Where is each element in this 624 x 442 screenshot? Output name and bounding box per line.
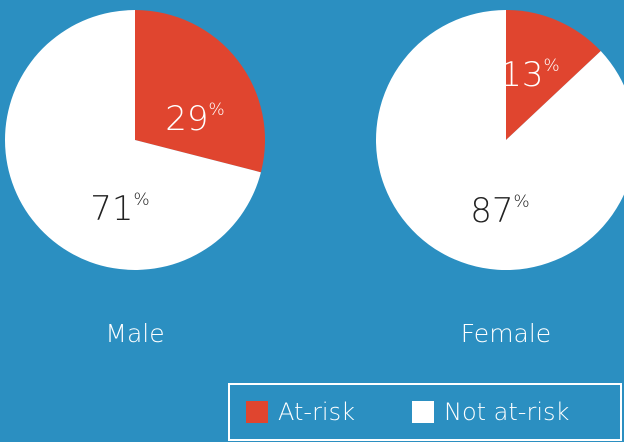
value-suffix: % (514, 192, 530, 212)
legend-label: Not at-risk (444, 398, 569, 426)
pie-slice (506, 10, 601, 140)
value-label: 71% (90, 189, 149, 229)
value-suffix: % (209, 100, 225, 120)
legend-swatch (412, 401, 434, 423)
value-label: 29% (165, 99, 224, 139)
value-label: 87% (470, 191, 529, 231)
legend-label: At-risk (278, 398, 355, 426)
pie-slice (376, 10, 624, 270)
value-number: 87 (470, 191, 513, 231)
value-suffix: % (544, 56, 560, 76)
value-number: 13 (500, 55, 543, 95)
pie-slice (4, 10, 261, 270)
pie-title: Male (105, 319, 164, 348)
pie-title: Female (461, 319, 551, 348)
legend-swatch (246, 401, 268, 423)
legend-box (228, 383, 622, 441)
value-number: 71 (90, 189, 133, 229)
value-number: 29 (165, 99, 208, 139)
value-suffix: % (134, 190, 150, 210)
value-label: 13% (500, 55, 559, 95)
pie-slice (135, 10, 265, 173)
